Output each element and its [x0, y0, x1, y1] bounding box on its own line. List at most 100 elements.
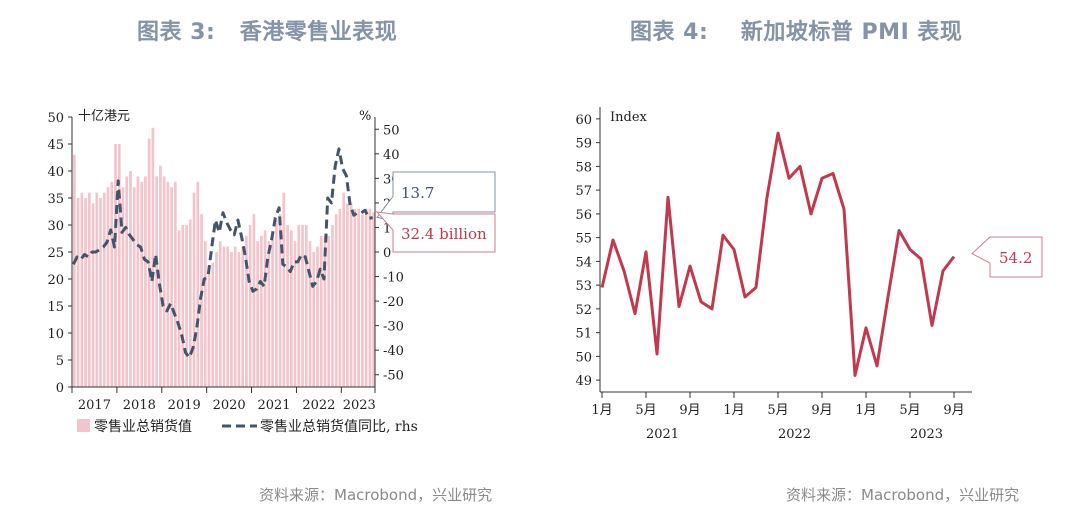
- year-label: 2022: [778, 427, 811, 442]
- x-tick-label: 9月: [811, 403, 832, 418]
- bar: [245, 235, 248, 387]
- bar: [349, 203, 353, 387]
- x-tick-label: 9月: [943, 403, 964, 418]
- right-y-tick-label: 0: [383, 246, 391, 261]
- bar: [215, 252, 218, 387]
- bar: [282, 192, 286, 387]
- bar: [297, 225, 301, 387]
- bar: [185, 225, 188, 387]
- right-y-tick-label: -10: [383, 271, 404, 286]
- bar: [200, 214, 203, 387]
- year-label: 2023: [910, 427, 943, 442]
- bar: [114, 144, 117, 387]
- bar: [361, 214, 364, 387]
- right-chart: 49 50 51 52 53 54 55 56 57 58 59 60 1月 5月 9月 1月 5月 9月 1月 5月…: [575, 107, 1043, 442]
- bar: [275, 219, 278, 387]
- bar: [95, 192, 99, 387]
- bar: [364, 208, 368, 387]
- right-axis-unit: %: [359, 109, 371, 124]
- left-y-tick-label: 35: [47, 192, 64, 207]
- bar: [140, 181, 144, 387]
- x-tick-label: 5月: [767, 403, 788, 418]
- legend-bar-label: 零售业总销货值: [94, 418, 192, 435]
- bar: [110, 181, 114, 387]
- bar: [252, 214, 256, 387]
- bar: [346, 203, 349, 387]
- bar: [271, 235, 274, 387]
- bar: [196, 181, 200, 387]
- bar: [323, 235, 327, 387]
- bar: [248, 225, 252, 387]
- y-tick-label: 50: [575, 350, 592, 365]
- y-tick-label: 49: [575, 374, 592, 389]
- right-y-tick-label: 40: [383, 148, 400, 163]
- right-y-tick-label: -50: [383, 369, 404, 384]
- legend-bar-swatch: [77, 419, 90, 432]
- bar: [372, 212, 375, 387]
- y-tick-label: 54: [575, 255, 592, 270]
- axis-unit: Index: [610, 110, 648, 125]
- yoy-line-series: [72, 147, 373, 360]
- year-label: 2021: [646, 427, 679, 442]
- bar: [144, 176, 147, 387]
- left-y-tick-label: 0: [56, 381, 64, 396]
- bar: [256, 241, 259, 387]
- bar: [357, 208, 360, 387]
- pmi-line-series: [600, 131, 956, 377]
- bar: [125, 176, 129, 387]
- bar: [84, 198, 87, 387]
- bar: [260, 235, 263, 387]
- bar: [129, 171, 132, 387]
- y-tick-label: 51: [575, 327, 592, 342]
- bar: [174, 181, 177, 387]
- bar: [177, 230, 181, 387]
- bar: [316, 246, 319, 387]
- left-chart: 05101520253035404550-50-40-30-20-1001020…: [47, 109, 496, 435]
- year-label: 2019: [168, 398, 201, 413]
- bar: [278, 214, 282, 387]
- bar: [233, 246, 237, 387]
- x-tick-label: 5月: [635, 403, 656, 418]
- callout-box-bar: [375, 211, 496, 253]
- bar: [267, 241, 271, 387]
- bar: [211, 262, 215, 387]
- right-source-note: 资料来源：Macrobond，兴业研究: [786, 486, 1020, 504]
- bar: [170, 187, 173, 387]
- bar: [166, 181, 170, 387]
- callout-value-bar: 32.4 billion: [401, 225, 487, 243]
- callout-value-line: 13.7: [401, 184, 434, 202]
- left-y-tick-label: 50: [47, 111, 64, 126]
- bar: [312, 252, 316, 387]
- bar: [304, 225, 308, 387]
- bar: [368, 208, 372, 387]
- bar: [342, 192, 346, 387]
- bar: [263, 230, 267, 387]
- year-label: 2020: [213, 398, 246, 413]
- left-source-note: 资料来源：Macrobond，兴业研究: [259, 486, 493, 504]
- bar: [117, 144, 121, 387]
- bar: [319, 235, 323, 387]
- left-y-tick-label: 10: [47, 327, 64, 342]
- bar: [293, 241, 297, 387]
- y-tick-label: 52: [575, 303, 592, 318]
- bar: [162, 176, 166, 387]
- bar: [102, 192, 106, 387]
- bar: [80, 192, 84, 387]
- bar: [226, 246, 230, 387]
- y-tick-label: 60: [575, 113, 592, 128]
- left-y-tick-label: 30: [47, 219, 64, 234]
- left-y-tick-label: 45: [47, 138, 64, 153]
- bar: [308, 241, 312, 387]
- bar: [188, 219, 192, 387]
- bar: [192, 192, 196, 387]
- bar: [76, 198, 80, 387]
- x-tick-label: 1月: [723, 403, 744, 418]
- y-tick-label: 56: [575, 208, 592, 223]
- left-axis-unit: 十亿港元: [78, 109, 130, 124]
- x-tick-label: 1月: [855, 403, 876, 418]
- bar: [136, 176, 140, 387]
- right-y-tick-label: -20: [383, 295, 404, 310]
- y-tick-label: 55: [575, 232, 592, 247]
- bar: [181, 225, 185, 387]
- right-y-tick-label: -40: [383, 344, 404, 359]
